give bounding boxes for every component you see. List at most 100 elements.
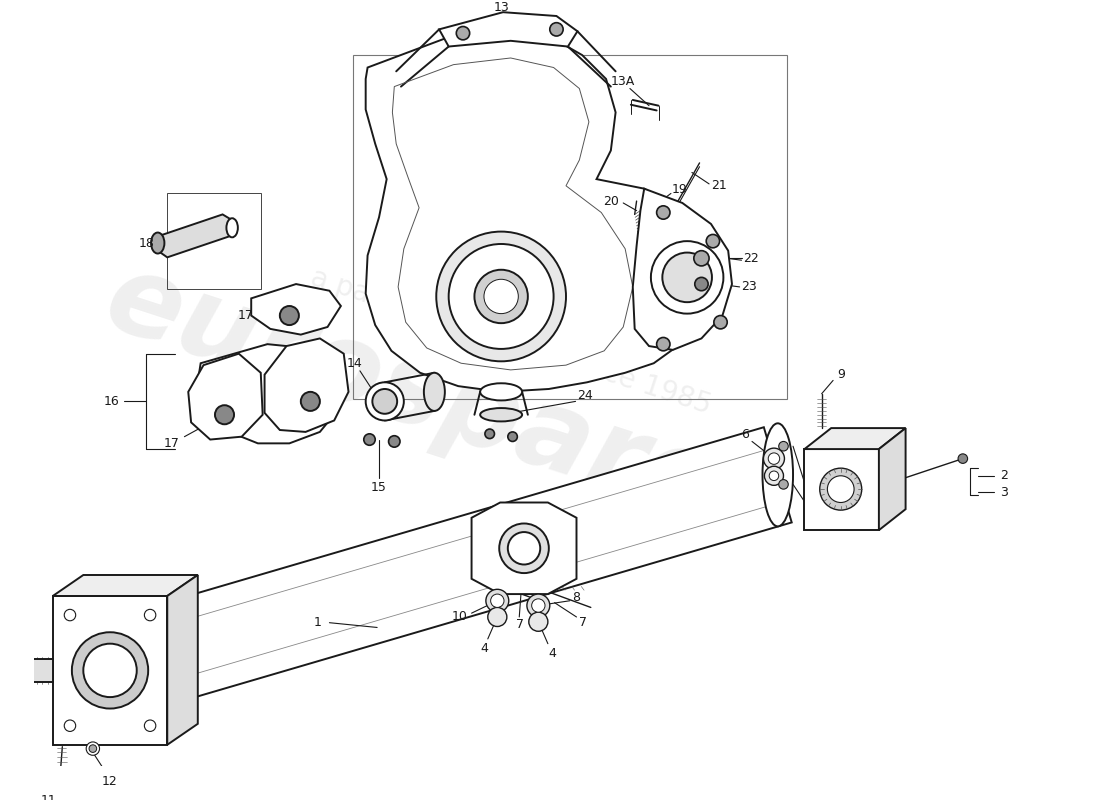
Ellipse shape: [227, 218, 238, 238]
Text: 22: 22: [744, 252, 759, 265]
Circle shape: [485, 429, 495, 438]
Polygon shape: [265, 338, 349, 432]
Text: 19: 19: [672, 183, 688, 196]
Circle shape: [364, 434, 375, 446]
Polygon shape: [632, 189, 732, 350]
Circle shape: [706, 234, 719, 248]
Circle shape: [64, 720, 76, 731]
Polygon shape: [439, 12, 578, 46]
Text: 13: 13: [493, 1, 509, 14]
Circle shape: [84, 644, 136, 697]
Text: 8: 8: [572, 591, 581, 604]
Circle shape: [437, 231, 566, 362]
Ellipse shape: [151, 233, 164, 254]
Circle shape: [694, 250, 710, 266]
Circle shape: [89, 745, 97, 753]
Text: 9: 9: [837, 368, 845, 381]
Circle shape: [651, 241, 724, 314]
Circle shape: [958, 454, 968, 463]
Ellipse shape: [480, 408, 522, 422]
Ellipse shape: [78, 638, 142, 702]
Circle shape: [779, 480, 789, 489]
Text: 6: 6: [741, 428, 749, 442]
Polygon shape: [96, 427, 792, 718]
Polygon shape: [196, 344, 341, 443]
Circle shape: [72, 632, 148, 709]
Circle shape: [0, 657, 13, 684]
Polygon shape: [879, 428, 905, 530]
Polygon shape: [365, 30, 706, 392]
Circle shape: [388, 436, 400, 447]
Circle shape: [768, 453, 780, 464]
Ellipse shape: [373, 389, 397, 414]
Text: 20: 20: [603, 194, 619, 207]
Circle shape: [657, 338, 670, 351]
Text: 4: 4: [549, 646, 557, 660]
Circle shape: [449, 244, 553, 349]
Circle shape: [214, 406, 234, 424]
Circle shape: [491, 594, 504, 607]
Circle shape: [484, 279, 518, 314]
Text: 4: 4: [480, 642, 488, 655]
Circle shape: [550, 22, 563, 36]
Text: 23: 23: [741, 281, 757, 294]
Circle shape: [527, 594, 550, 617]
Text: 21: 21: [711, 179, 726, 192]
Circle shape: [0, 662, 8, 678]
Circle shape: [531, 599, 544, 612]
Ellipse shape: [424, 373, 444, 411]
Text: 7: 7: [580, 616, 587, 629]
Text: 14: 14: [346, 357, 362, 370]
Ellipse shape: [60, 621, 160, 720]
Circle shape: [662, 253, 712, 302]
Text: 1: 1: [314, 616, 322, 629]
Polygon shape: [53, 596, 167, 745]
Circle shape: [499, 523, 549, 573]
Text: 7: 7: [516, 618, 525, 631]
Polygon shape: [472, 502, 576, 594]
Circle shape: [820, 468, 861, 510]
Circle shape: [508, 532, 540, 565]
Circle shape: [714, 315, 727, 329]
Circle shape: [86, 742, 99, 755]
Circle shape: [144, 610, 156, 621]
Text: 18: 18: [139, 237, 154, 250]
Polygon shape: [804, 449, 879, 530]
Polygon shape: [53, 575, 198, 596]
Circle shape: [486, 590, 509, 612]
Circle shape: [144, 720, 156, 731]
Circle shape: [64, 610, 76, 621]
Circle shape: [474, 270, 528, 323]
Circle shape: [764, 466, 783, 486]
Polygon shape: [251, 284, 341, 334]
Circle shape: [300, 392, 320, 411]
Text: 16: 16: [104, 395, 120, 408]
Circle shape: [657, 206, 670, 219]
Circle shape: [279, 306, 299, 325]
Polygon shape: [167, 575, 198, 745]
Circle shape: [508, 432, 517, 442]
Ellipse shape: [365, 382, 404, 421]
Text: 17: 17: [164, 437, 180, 450]
Text: 10: 10: [451, 610, 468, 623]
Circle shape: [827, 476, 854, 502]
Polygon shape: [188, 354, 263, 439]
Polygon shape: [804, 428, 905, 449]
Ellipse shape: [762, 423, 793, 526]
Text: 11: 11: [41, 794, 57, 800]
Ellipse shape: [480, 383, 522, 401]
Text: a passion for parts since 1985: a passion for parts since 1985: [307, 263, 715, 419]
Circle shape: [763, 448, 784, 469]
Circle shape: [487, 607, 507, 626]
Polygon shape: [0, 659, 53, 682]
Polygon shape: [157, 214, 232, 258]
Text: 17: 17: [238, 309, 253, 322]
Text: 12: 12: [102, 774, 118, 787]
Text: 2: 2: [1000, 470, 1008, 482]
Text: eurospares: eurospares: [94, 244, 794, 562]
Circle shape: [769, 471, 779, 481]
Text: 3: 3: [1000, 486, 1008, 498]
Circle shape: [779, 442, 789, 451]
Text: 13A: 13A: [612, 75, 636, 88]
Circle shape: [529, 612, 548, 631]
